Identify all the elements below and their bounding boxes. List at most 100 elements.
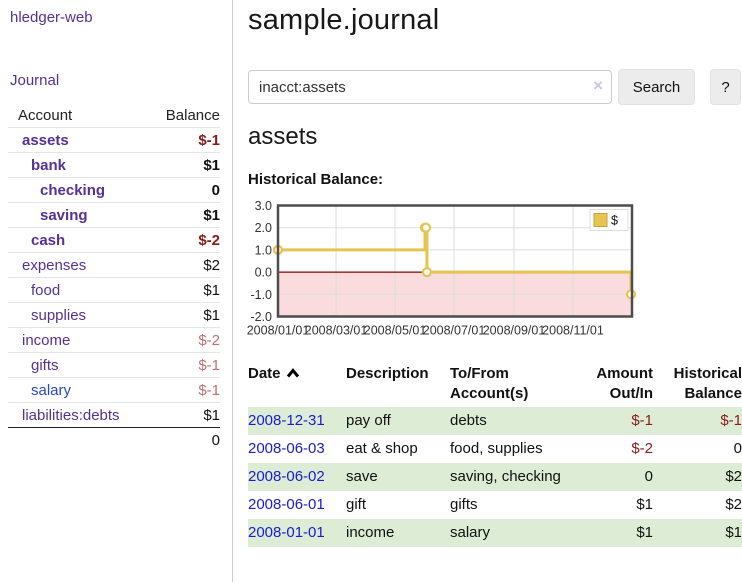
account-row: saving $1 [8, 203, 220, 228]
account-row: assets $-1 [8, 128, 220, 153]
transaction-date-link[interactable]: 2008-12-31 [248, 412, 325, 429]
account-link-assets[interactable]: assets [22, 132, 69, 149]
account-row: cash $-2 [8, 228, 220, 253]
balance-column-header: Balance [165, 107, 220, 124]
account-link-expenses[interactable]: expenses [22, 257, 87, 274]
svg-text:2.0: 2.0 [255, 221, 272, 235]
svg-text:2008/01/01: 2008/01/01 [247, 324, 310, 338]
account-link-liabilities-debts[interactable]: liabilities:debts [22, 407, 120, 424]
account-link-checking[interactable]: checking [40, 182, 106, 199]
account-balance: $2 [203, 257, 220, 274]
transaction-amount: $-2 [631, 440, 653, 457]
transaction-accounts: debts [450, 407, 562, 435]
account-link-bank[interactable]: bank [31, 157, 67, 174]
svg-text:1.0: 1.0 [255, 243, 272, 257]
account-balance: $1 [203, 407, 220, 424]
transaction-row: 2008-06-01 gift gifts $1 $2 [248, 491, 742, 519]
transaction-date-link[interactable]: 2008-06-01 [248, 496, 325, 513]
account-balance: $-2 [198, 332, 220, 349]
app-title-link[interactable]: hledger-web [10, 9, 93, 26]
transaction-date-link[interactable]: 2008-06-03 [248, 440, 325, 457]
account-link-cash[interactable]: cash [31, 232, 66, 249]
transaction-accounts: saving, checking [450, 463, 562, 491]
transaction-amount: 0 [562, 463, 653, 491]
balance-header: Historical Balance [673, 365, 742, 402]
transaction-amount: $-1 [562, 407, 653, 435]
clear-search-icon[interactable]: × [593, 76, 603, 95]
account-row: supplies $1 [8, 303, 220, 328]
transaction-date-link[interactable]: 2008-06-02 [248, 468, 325, 485]
account-link-saving[interactable]: saving [40, 207, 88, 224]
account-link-food[interactable]: food [31, 282, 61, 299]
page-title: sample.journal [248, 4, 440, 36]
transaction-amount: $1 [562, 519, 653, 547]
transaction-accounts: gifts [450, 496, 478, 513]
transaction-row: 2008-01-01 income salary $1 $1 [248, 519, 742, 547]
account-link-salary[interactable]: salary [31, 382, 72, 399]
svg-text:-1.0: -1.0 [250, 288, 272, 302]
legend-series-swatch [593, 213, 608, 227]
svg-text:3.0: 3.0 [255, 199, 272, 213]
account-table-header: Account Balance [8, 103, 220, 128]
account-row: liabilities:debts $1 [8, 403, 220, 428]
transaction-description: eat & shop [346, 440, 418, 457]
account-link-income[interactable]: income [22, 332, 71, 349]
transaction-row: 2008-12-31 pay off debts $-1 $-1 [248, 407, 742, 435]
transactions-table: Date Description To/From Account(s) Amou… [248, 361, 742, 547]
help-button[interactable]: ? [710, 69, 741, 105]
sidebar: hledger-web Journal Account Balance asse… [0, 0, 233, 582]
svg-text:-2.0: -2.0 [250, 310, 272, 324]
transaction-date-link[interactable]: 2008-01-01 [248, 524, 325, 541]
account-row: income $-2 [8, 328, 220, 353]
account-balance: $-1 [198, 382, 220, 399]
account-balance: $-2 [198, 232, 220, 249]
transaction-row: 2008-06-03 eat & shop food, supplies $-2… [248, 435, 742, 463]
account-balance: $1 [203, 282, 220, 299]
account-balance: $1 [203, 207, 220, 224]
account-page-title: assets [248, 123, 318, 150]
account-row: checking 0 [8, 178, 220, 203]
svg-text:2008/09/01: 2008/09/01 [483, 324, 546, 338]
data-point-marker [421, 266, 433, 278]
accounts-total-value: 0 [211, 432, 220, 449]
transaction-description: pay off [346, 407, 450, 435]
svg-text:2008/03/01: 2008/03/01 [305, 324, 368, 338]
account-link-gifts[interactable]: gifts [31, 357, 59, 374]
transaction-balance: $2 [653, 463, 742, 491]
transaction-amount: $1 [636, 496, 653, 513]
transaction-balance: $2 [725, 496, 742, 513]
account-balance: $1 [203, 307, 220, 324]
account-column-header: Account [18, 107, 73, 124]
sidebar-item-journal[interactable]: Journal [10, 72, 60, 89]
search-button[interactable]: Search [618, 69, 695, 105]
amount-header: Amount Out/In [596, 365, 653, 402]
account-row: food $1 [8, 278, 220, 303]
account-row: expenses $2 [8, 253, 220, 278]
transaction-row: 2008-06-02 save saving, checking 0 $2 [248, 463, 742, 491]
transactions-table-header: Date Description To/From Account(s) Amou… [248, 361, 742, 407]
account-row: bank $1 [8, 153, 220, 178]
svg-text:0.0: 0.0 [255, 266, 272, 280]
account-row: gifts $-1 [8, 353, 220, 378]
sort-by-date-header[interactable]: Date [248, 361, 346, 407]
search-input[interactable] [248, 70, 612, 104]
account-link-supplies[interactable]: supplies [31, 307, 87, 324]
transaction-description: gift [346, 496, 367, 513]
transaction-accounts: salary [450, 519, 562, 547]
account-row: salary $-1 [8, 378, 220, 403]
svg-text:2008/05/01: 2008/05/01 [364, 324, 427, 338]
svg-text:2008/11/01: 2008/11/01 [542, 324, 604, 338]
chart-title: Historical Balance: [248, 171, 384, 188]
main-content: sample.journal × Search ? assets Histori… [247, 0, 742, 582]
balance-chart-svg: 3.0 2.0 1.0 0.0 -1.0 -2.02008/01/012008/03/01… [247, 199, 637, 338]
account-balance: 0 [211, 182, 220, 199]
account-balance: $1 [203, 157, 220, 174]
historical-balance-chart: 3.0 2.0 1.0 0.0 -1.0 -2.0 2008/01/01 2008/03/01… [244, 199, 644, 342]
transaction-balance: 0 [733, 440, 742, 457]
search-bar: × Search ? [248, 69, 742, 105]
account-balance: $-1 [198, 132, 220, 149]
sort-ascending-icon [286, 364, 300, 384]
account-balance: $-1 [198, 357, 220, 374]
description-header: Description [346, 365, 429, 382]
